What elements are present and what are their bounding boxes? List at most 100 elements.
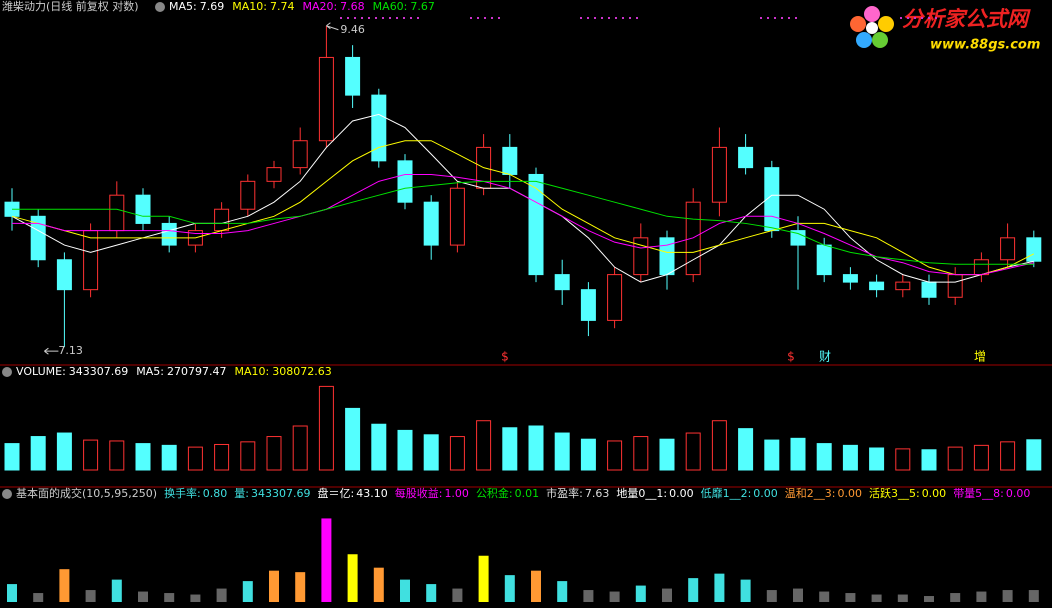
header-text: 270797.47 <box>167 365 227 378</box>
turnover-bar <box>59 569 70 602</box>
turnover-bar <box>295 572 306 602</box>
volume-bar <box>83 439 99 471</box>
marker-dot <box>760 17 762 19</box>
marker-dot <box>396 17 398 19</box>
marker-dot <box>935 17 937 19</box>
turnover-bar <box>347 554 358 602</box>
turnover-bar <box>7 584 17 602</box>
annotation: $ <box>787 350 795 364</box>
marker-dot <box>622 17 624 19</box>
turnover-bar <box>976 591 987 602</box>
marker-dot <box>340 17 342 19</box>
candle-body <box>161 222 177 246</box>
header-text: 7.68 <box>340 0 365 13</box>
turnover-bar <box>504 575 515 602</box>
header-text: 盘＝亿: <box>318 486 355 500</box>
turnover-bar <box>400 579 410 602</box>
turnover-bar <box>164 593 175 602</box>
candle-body <box>83 230 99 291</box>
candle-body <box>685 201 701 276</box>
candle-body <box>371 94 387 162</box>
marker-dot <box>580 17 582 19</box>
turnover-bar <box>557 581 568 602</box>
candle-body <box>397 160 413 203</box>
volume-bar <box>685 432 701 471</box>
candle-body <box>423 201 439 246</box>
header-text: 潍柴动力(日线 前复权 对数) <box>2 0 139 13</box>
logo-url: www.88gs.com <box>930 38 1040 53</box>
marker-dot <box>921 17 923 19</box>
turnover-bar <box>138 591 148 602</box>
volume-bar <box>842 444 858 471</box>
header-text: MA20: <box>302 0 337 13</box>
candle-body <box>921 281 937 298</box>
header-text: 低靡1__2: <box>701 486 752 500</box>
header-text: 每股收益: <box>395 486 443 500</box>
header-text: 0.01 <box>515 487 540 500</box>
candle-body <box>842 274 858 283</box>
turnover-bar <box>373 567 384 602</box>
marker-dot <box>347 17 349 19</box>
header-row: VOLUME: 343307.69 MA5: 270797.47 MA10: 308072… <box>16 365 332 378</box>
turnover-bar <box>845 593 856 602</box>
marker-dot <box>615 17 617 19</box>
volume-bar <box>947 446 963 471</box>
marker-dot <box>629 17 631 19</box>
volume-bar <box>4 443 20 471</box>
marker-dot <box>368 17 370 19</box>
candle-body <box>711 146 727 203</box>
header-text: 基本面的成交(10,5,95,250) <box>16 486 157 500</box>
volume-bar <box>56 432 72 471</box>
marker-dot <box>767 17 769 19</box>
low-label: 7.13 <box>58 344 83 357</box>
volume-bar <box>449 436 465 471</box>
turnover-bar <box>426 584 437 602</box>
candle-body <box>947 274 963 298</box>
header-text: 0.00 <box>837 487 862 500</box>
marker-dot <box>410 17 412 19</box>
annotation: $ <box>501 350 509 364</box>
header-text: 43.10 <box>356 487 388 500</box>
turnover-bar <box>897 594 908 602</box>
header-text: 换手率: <box>164 486 201 500</box>
header-text: MA10: <box>232 0 267 13</box>
turnover-bar <box>688 578 699 602</box>
turnover-bar <box>766 590 777 602</box>
volume-bar <box>161 444 177 471</box>
candle-body <box>30 215 46 261</box>
header-text: 0.00 <box>753 487 778 500</box>
annotation: 增 <box>974 350 986 364</box>
header-text: VOLUME: <box>16 365 66 378</box>
candle-body <box>502 146 518 175</box>
arrow <box>326 22 339 31</box>
volume-bar <box>895 448 911 471</box>
volume-bar <box>711 420 727 471</box>
marker-dot <box>498 17 500 19</box>
high-label: 9.46 <box>340 23 365 36</box>
volume-bar <box>187 446 203 471</box>
marker-dot <box>774 17 776 19</box>
marker-dot <box>795 17 797 19</box>
arrow <box>44 347 59 355</box>
turnover-bar <box>950 593 961 602</box>
marker-dot <box>484 17 486 19</box>
marker-dot <box>914 17 916 19</box>
marker-dot <box>382 17 384 19</box>
header-row: 潍柴动力(日线 前复权 对数) <box>2 0 139 13</box>
volume-bar <box>423 434 439 471</box>
header-text: 活跃3__5: <box>869 486 920 500</box>
turnover-bar <box>609 591 620 602</box>
volume-bar <box>921 449 937 471</box>
volume-bar <box>738 428 754 471</box>
turnover-bar <box>819 591 830 602</box>
candle-body <box>56 259 72 291</box>
header-text: 0.00 <box>669 487 694 500</box>
volume-bar <box>318 385 334 471</box>
volume-bar <box>1026 439 1042 471</box>
candle-body <box>292 140 308 169</box>
marker-dot <box>907 17 909 19</box>
marker-dot <box>361 17 363 19</box>
